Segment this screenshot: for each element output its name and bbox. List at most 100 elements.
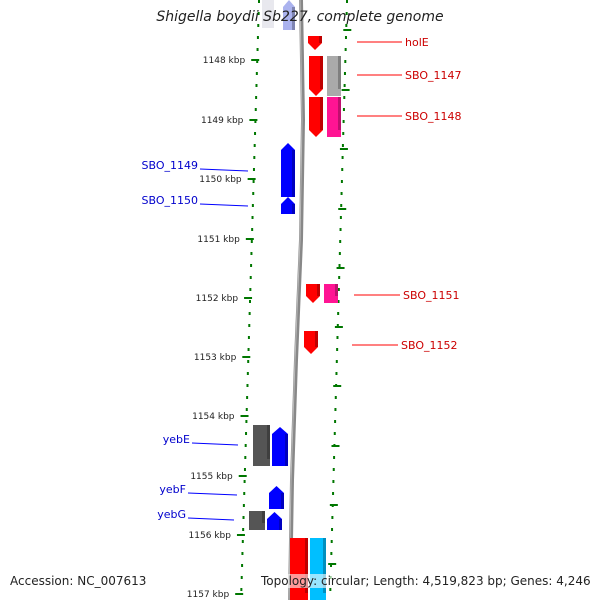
left-rail-dot [243,480,246,483]
left-rail-dot [256,48,259,51]
tick-label: 1156 kbp [189,531,232,541]
right-rail-dot [340,180,343,183]
left-rail-dot [244,456,247,459]
feature-yebE [253,425,270,466]
gene-SBO_1151 [306,284,320,303]
left-rail-dot [249,288,252,291]
feature-yebG [249,511,265,530]
accession-label: Accession: NC_007613 [10,574,147,588]
leader-line [191,442,239,446]
leader-line [199,168,249,172]
left-rail-dot [240,588,243,591]
left-rail-dot [248,324,251,327]
gene-label-SBO_1149: SBO_1149 [142,159,199,172]
tick-label: 1151 kbp [197,235,240,245]
tick-label: 1154 kbp [192,412,235,422]
right-rail-dot [331,516,334,519]
right-rail-dot [336,324,339,327]
right-rail-dot [343,72,346,75]
gene-label-yebG: yebG [157,508,186,521]
left-rail-dot [252,192,255,195]
gene-yebF [269,486,284,509]
left-rail-dot [255,72,258,75]
tick-label: 1149 kbp [201,116,244,126]
right-rail-dot [331,528,334,531]
right-rail-dot [344,48,347,51]
left-rail-dot [252,168,255,171]
tick-label: 1148 kbp [203,56,246,66]
left-rail-dot [241,540,244,543]
left-rail-dot [247,360,250,363]
right-rail-dot [337,312,340,315]
left-rail-dot [255,84,258,87]
right-rail-dot [345,24,348,27]
gene-bottom-red [290,538,308,600]
left-rail-dot [251,228,254,231]
right-rail-dot [334,396,337,399]
right-rail-dot [345,12,348,15]
right-rail-dot [329,588,332,591]
left-rail-dot [251,204,254,207]
left-rail-dot [253,156,256,159]
left-rail-dot [250,240,253,243]
left-rail-dot [253,144,256,147]
tick-label: 1150 kbp [199,175,242,185]
right-rail-dot [342,132,345,135]
partial-feature [262,0,274,28]
gene-holE [308,36,322,50]
left-rail-dot [256,60,259,63]
right-rail-dot [343,84,346,87]
left-rail-dot [257,24,260,27]
gene-SBO_1148 [309,97,323,137]
left-rail-dot [254,120,257,123]
gene-yebG [267,512,282,530]
left-rail-dot [246,384,249,387]
gene-SBO_1152 [304,331,318,354]
left-rail-dot [258,0,260,3]
left-rail-dot [242,516,245,519]
right-rail-dot [332,480,335,483]
partial-gene-top [283,0,295,30]
left-rail-dot [246,372,249,375]
left-rail-dot [243,468,246,471]
right-rail-dot [337,300,340,303]
right-rail-dot [339,216,342,219]
left-rail-dot [247,348,250,351]
gene-label-SBO_1152: SBO_1152 [401,339,458,352]
right-rail-dot [343,96,346,99]
right-rail-dot [338,276,341,279]
left-rail-dot [254,108,257,111]
left-rail-dot [244,444,247,447]
gene-label-SBO_1148: SBO_1148 [405,110,462,123]
right-rail-dot [340,204,343,207]
gene-SBO_1149 [281,143,295,197]
gene-label-SBO_1151: SBO_1151 [403,289,460,302]
feature-bottom-cyan [310,538,326,600]
left-rail-dot [245,432,248,435]
left-rail-dot [241,564,244,567]
left-rail-dot [255,96,258,99]
tick-label: 1153 kbp [194,353,237,363]
left-rail-dot [245,408,248,411]
right-rail-dot [333,432,336,435]
right-rail-dot [332,492,335,495]
tick-label: 1152 kbp [196,294,239,304]
feature-SBO_1148 [327,97,341,137]
gene-SBO_1147 [309,56,323,96]
right-rail-dot [333,456,336,459]
right-rail-dot [337,288,340,291]
pseudo-SBO_1147 [327,56,341,96]
genome-summary: Topology: circular; Length: 4,519,823 bp… [261,574,591,588]
right-rail-dot [334,408,337,411]
map-title: Shigella boydii Sb227, complete genome [156,9,444,25]
right-rail-dot [335,372,338,375]
leader-line [187,517,235,521]
tick-label: 1155 kbp [190,472,233,482]
right-rail-dot [330,552,333,555]
right-rail-dot [341,168,344,171]
right-rail-dot [342,120,345,123]
left-rail-dot [242,504,245,507]
genome-backbone-highlight [288,0,303,600]
right-rail-dot [341,156,344,159]
gene-SBO_1150 [281,197,295,214]
